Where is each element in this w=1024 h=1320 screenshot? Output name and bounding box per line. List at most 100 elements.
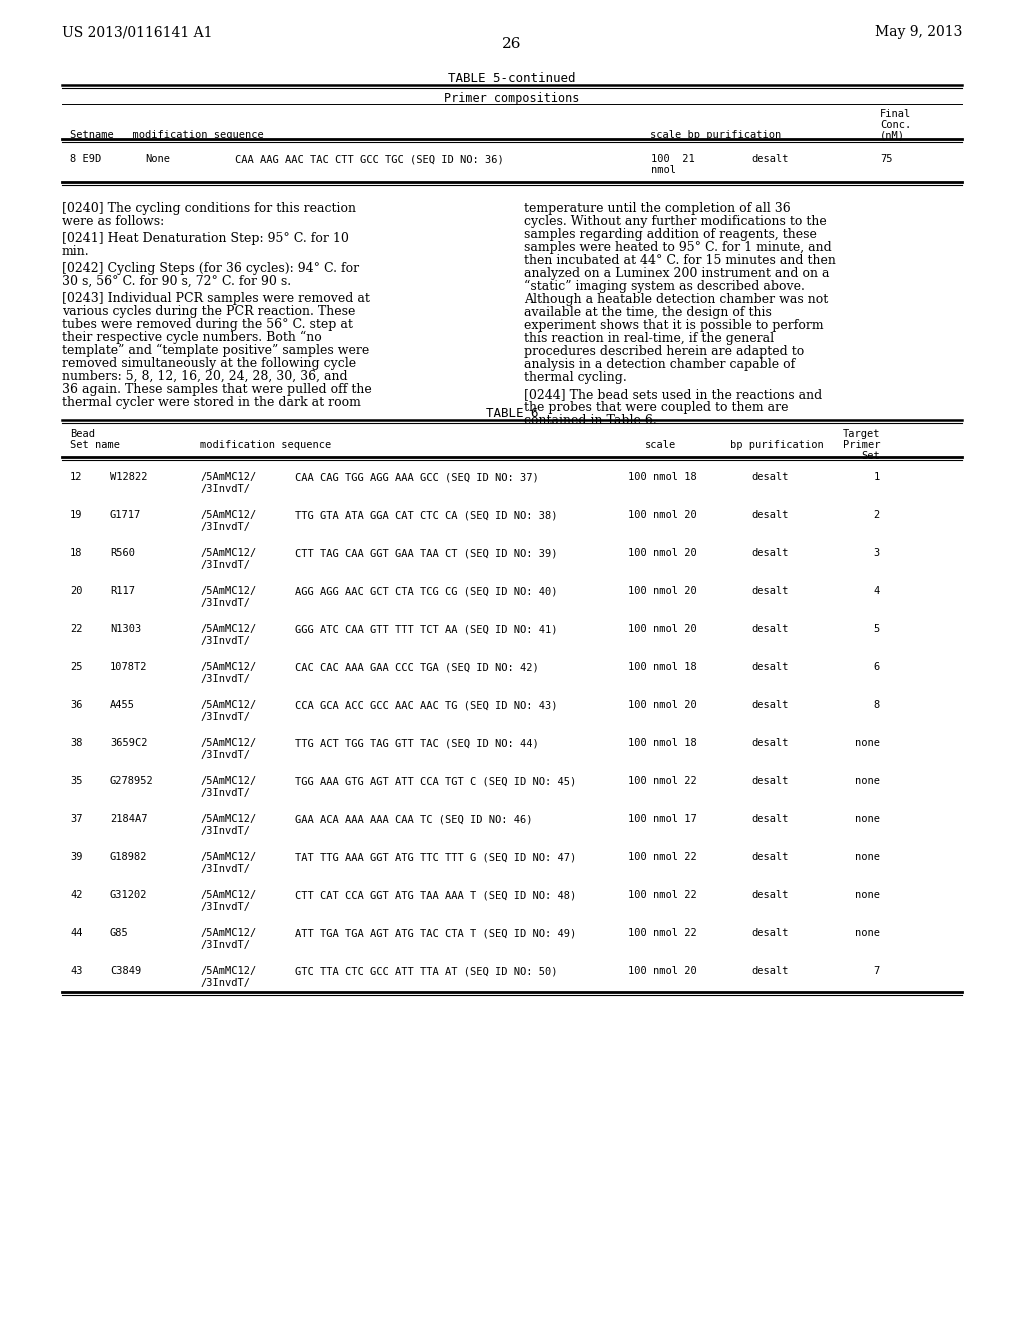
Text: their respective cycle numbers. Both “no: their respective cycle numbers. Both “no	[62, 331, 322, 345]
Text: none: none	[855, 738, 880, 748]
Text: none: none	[855, 814, 880, 824]
Text: scale: scale	[645, 440, 676, 450]
Text: /5AmMC12/: /5AmMC12/	[200, 966, 256, 975]
Text: TAT TTG AAA GGT ATG TTC TTT G (SEQ ID NO: 47): TAT TTG AAA GGT ATG TTC TTT G (SEQ ID NO…	[295, 851, 577, 862]
Text: desalt: desalt	[751, 814, 788, 824]
Text: TTG GTA ATA GGA CAT CTC CA (SEQ ID NO: 38): TTG GTA ATA GGA CAT CTC CA (SEQ ID NO: 3…	[295, 510, 557, 520]
Text: 44: 44	[70, 928, 83, 939]
Text: /5AmMC12/: /5AmMC12/	[200, 738, 256, 748]
Text: /3InvdT/: /3InvdT/	[200, 788, 250, 799]
Text: removed simultaneously at the following cycle: removed simultaneously at the following …	[62, 356, 356, 370]
Text: 100 nmol 20: 100 nmol 20	[628, 548, 696, 558]
Text: /5AmMC12/: /5AmMC12/	[200, 890, 256, 900]
Text: scale bp purification: scale bp purification	[650, 129, 781, 140]
Text: CAC CAC AAA GAA CCC TGA (SEQ ID NO: 42): CAC CAC AAA GAA CCC TGA (SEQ ID NO: 42)	[295, 663, 539, 672]
Text: CAA AAG AAC TAC CTT GCC TGC (SEQ ID NO: 36): CAA AAG AAC TAC CTT GCC TGC (SEQ ID NO: …	[234, 154, 504, 164]
Text: G31202: G31202	[110, 890, 147, 900]
Text: [0240] The cycling conditions for this reaction: [0240] The cycling conditions for this r…	[62, 202, 356, 215]
Text: 36 again. These samples that were pulled off the: 36 again. These samples that were pulled…	[62, 383, 372, 396]
Text: R117: R117	[110, 586, 135, 597]
Text: G18982: G18982	[110, 851, 147, 862]
Text: /3InvdT/: /3InvdT/	[200, 484, 250, 494]
Text: ATT TGA TGA AGT ATG TAC CTA T (SEQ ID NO: 49): ATT TGA TGA AGT ATG TAC CTA T (SEQ ID NO…	[295, 928, 577, 939]
Text: /3InvdT/: /3InvdT/	[200, 865, 250, 874]
Text: available at the time, the design of this: available at the time, the design of thi…	[524, 306, 772, 319]
Text: 1078T2: 1078T2	[110, 663, 147, 672]
Text: none: none	[855, 851, 880, 862]
Text: /5AmMC12/: /5AmMC12/	[200, 928, 256, 939]
Text: GTC TTA CTC GCC ATT TTA AT (SEQ ID NO: 50): GTC TTA CTC GCC ATT TTA AT (SEQ ID NO: 5…	[295, 966, 557, 975]
Text: TGG AAA GTG AGT ATT CCA TGT C (SEQ ID NO: 45): TGG AAA GTG AGT ATT CCA TGT C (SEQ ID NO…	[295, 776, 577, 785]
Text: /5AmMC12/: /5AmMC12/	[200, 510, 256, 520]
Text: /5AmMC12/: /5AmMC12/	[200, 473, 256, 482]
Text: 30 s, 56° C. for 90 s, 72° C. for 90 s.: 30 s, 56° C. for 90 s, 72° C. for 90 s.	[62, 275, 291, 288]
Text: modification sequence: modification sequence	[200, 440, 331, 450]
Text: Primer compositions: Primer compositions	[444, 92, 580, 106]
Text: 35: 35	[70, 776, 83, 785]
Text: Bead: Bead	[70, 429, 95, 440]
Text: /3InvdT/: /3InvdT/	[200, 902, 250, 912]
Text: /3InvdT/: /3InvdT/	[200, 940, 250, 950]
Text: 42: 42	[70, 890, 83, 900]
Text: samples regarding addition of reagents, these: samples regarding addition of reagents, …	[524, 228, 817, 242]
Text: desalt: desalt	[751, 928, 788, 939]
Text: tubes were removed during the 56° C. step at: tubes were removed during the 56° C. ste…	[62, 318, 353, 331]
Text: 4: 4	[873, 586, 880, 597]
Text: CTT TAG CAA GGT GAA TAA CT (SEQ ID NO: 39): CTT TAG CAA GGT GAA TAA CT (SEQ ID NO: 3…	[295, 548, 557, 558]
Text: various cycles during the PCR reaction. These: various cycles during the PCR reaction. …	[62, 305, 355, 318]
Text: 5: 5	[873, 624, 880, 634]
Text: Target: Target	[843, 429, 880, 440]
Text: 100 nmol 22: 100 nmol 22	[628, 890, 696, 900]
Text: 100 nmol 17: 100 nmol 17	[628, 814, 696, 824]
Text: 39: 39	[70, 851, 83, 862]
Text: 100 nmol 22: 100 nmol 22	[628, 851, 696, 862]
Text: 38: 38	[70, 738, 83, 748]
Text: G85: G85	[110, 928, 129, 939]
Text: Primer: Primer	[843, 440, 880, 450]
Text: 100 nmol 22: 100 nmol 22	[628, 776, 696, 785]
Text: Final: Final	[880, 110, 911, 119]
Text: 100 nmol 20: 100 nmol 20	[628, 966, 696, 975]
Text: samples were heated to 95° C. for 1 minute, and: samples were heated to 95° C. for 1 minu…	[524, 242, 831, 253]
Text: 1: 1	[873, 473, 880, 482]
Text: [0242] Cycling Steps (for 36 cycles): 94° C. for: [0242] Cycling Steps (for 36 cycles): 94…	[62, 261, 359, 275]
Text: contained in Table 6.: contained in Table 6.	[524, 414, 656, 426]
Text: CAA CAG TGG AGG AAA GCC (SEQ ID NO: 37): CAA CAG TGG AGG AAA GCC (SEQ ID NO: 37)	[295, 473, 539, 482]
Text: C3849: C3849	[110, 966, 141, 975]
Text: R560: R560	[110, 548, 135, 558]
Text: G278952: G278952	[110, 776, 154, 785]
Text: temperature until the completion of all 36: temperature until the completion of all …	[524, 202, 791, 215]
Text: /3InvdT/: /3InvdT/	[200, 750, 250, 760]
Text: desalt: desalt	[751, 154, 788, 164]
Text: /5AmMC12/: /5AmMC12/	[200, 624, 256, 634]
Text: 2: 2	[873, 510, 880, 520]
Text: /5AmMC12/: /5AmMC12/	[200, 851, 256, 862]
Text: desalt: desalt	[751, 738, 788, 748]
Text: 25: 25	[70, 663, 83, 672]
Text: N1303: N1303	[110, 624, 141, 634]
Text: 12: 12	[70, 473, 83, 482]
Text: /3InvdT/: /3InvdT/	[200, 521, 250, 532]
Text: /3InvdT/: /3InvdT/	[200, 598, 250, 609]
Text: desalt: desalt	[751, 510, 788, 520]
Text: US 2013/0116141 A1: US 2013/0116141 A1	[62, 25, 213, 40]
Text: none: none	[855, 776, 880, 785]
Text: 36: 36	[70, 700, 83, 710]
Text: desalt: desalt	[751, 548, 788, 558]
Text: 6: 6	[873, 663, 880, 672]
Text: “static” imaging system as described above.: “static” imaging system as described abo…	[524, 280, 805, 293]
Text: 43: 43	[70, 966, 83, 975]
Text: TTG ACT TGG TAG GTT TAC (SEQ ID NO: 44): TTG ACT TGG TAG GTT TAC (SEQ ID NO: 44)	[295, 738, 539, 748]
Text: bp purification: bp purification	[730, 440, 823, 450]
Text: CTT CAT CCA GGT ATG TAA AAA T (SEQ ID NO: 48): CTT CAT CCA GGT ATG TAA AAA T (SEQ ID NO…	[295, 890, 577, 900]
Text: none: none	[855, 890, 880, 900]
Text: [0241] Heat Denaturation Step: 95° C. for 10: [0241] Heat Denaturation Step: 95° C. fo…	[62, 232, 349, 246]
Text: analysis in a detection chamber capable of: analysis in a detection chamber capable …	[524, 358, 796, 371]
Text: 75: 75	[880, 154, 893, 164]
Text: cycles. Without any further modifications to the: cycles. Without any further modification…	[524, 215, 826, 228]
Text: were as follows:: were as follows:	[62, 215, 164, 228]
Text: 100 nmol 18: 100 nmol 18	[628, 663, 696, 672]
Text: procedures described herein are adapted to: procedures described herein are adapted …	[524, 345, 804, 358]
Text: 22: 22	[70, 624, 83, 634]
Text: Although a heatable detection chamber was not: Although a heatable detection chamber wa…	[524, 293, 828, 306]
